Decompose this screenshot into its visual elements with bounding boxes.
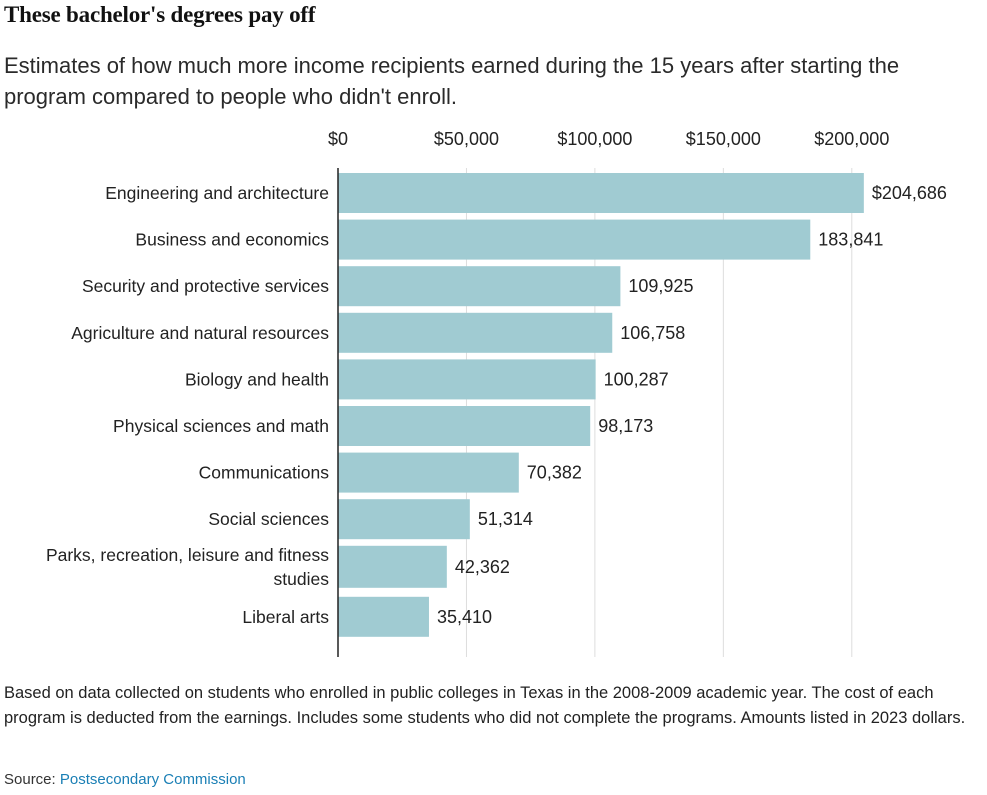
bar-chart: $0 $50,000 $100,000 $150,000 $200,000 $204,68…: [46, 129, 947, 657]
category-label: Physical sciences and math: [113, 416, 329, 436]
bar-value-label: 51,314: [478, 509, 533, 529]
bar-value-label: 109,925: [628, 276, 693, 296]
category-label: Parks, recreation, leisure and fitness st…: [46, 545, 329, 589]
bar: [338, 452, 519, 493]
bar: [338, 312, 613, 353]
source-label: Source:: [4, 771, 56, 788]
bar: [338, 173, 864, 213]
bar-value-label: 35,410: [437, 607, 492, 627]
bar: [338, 499, 470, 540]
category-label: Communications: [199, 463, 330, 483]
category-label: Liberal arts: [242, 607, 329, 627]
bar-value-label: $204,686: [872, 183, 947, 203]
category-label: Security and protective services: [82, 276, 329, 296]
category-label: Social sciences: [208, 509, 329, 529]
category-label: Agriculture and natural resources: [71, 323, 329, 343]
bar-value-label: 98,173: [598, 416, 653, 436]
source-link[interactable]: Postsecondary Commission: [59, 771, 246, 788]
source-line: Source: Postsecondary Commission: [4, 771, 246, 788]
bar-value-label: 183,841: [818, 230, 883, 250]
chart-title: These bachelor's degrees pay off: [4, 2, 316, 27]
bar-value-label: 100,287: [604, 369, 669, 389]
chart-subtitle: Estimates of how much more income recipi…: [4, 53, 900, 109]
bar: [338, 545, 447, 588]
bar: [338, 359, 596, 400]
category-label: Business and economics: [135, 230, 329, 250]
bar: [338, 219, 811, 260]
bar: [338, 406, 591, 446]
x-tick-label: $200,000: [814, 129, 889, 149]
chart-note: Based on data collected on students who …: [4, 684, 966, 727]
category-label: Engineering and architecture: [105, 183, 329, 203]
x-tick-label: $100,000: [557, 129, 632, 149]
bar: [338, 266, 621, 307]
bar-value-label: 106,758: [620, 323, 685, 343]
bar-value-label: 70,382: [527, 463, 582, 483]
x-tick-label: $0: [328, 129, 348, 149]
bar-value-label: 42,362: [455, 557, 510, 577]
x-tick-label: $50,000: [434, 129, 499, 149]
bar: [338, 596, 429, 637]
x-tick-label: $150,000: [686, 129, 761, 149]
category-label: Biology and health: [185, 369, 329, 389]
